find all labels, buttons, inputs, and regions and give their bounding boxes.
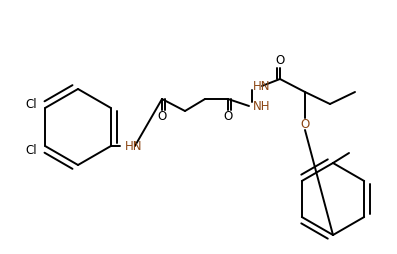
Text: O: O — [224, 110, 233, 123]
Text: HN: HN — [125, 139, 143, 152]
Text: O: O — [157, 110, 167, 123]
Text: HN: HN — [253, 80, 270, 92]
Text: O: O — [301, 118, 310, 131]
Text: Cl: Cl — [25, 98, 37, 110]
Text: O: O — [276, 55, 285, 68]
Text: Cl: Cl — [25, 144, 37, 156]
Text: NH: NH — [253, 100, 270, 113]
